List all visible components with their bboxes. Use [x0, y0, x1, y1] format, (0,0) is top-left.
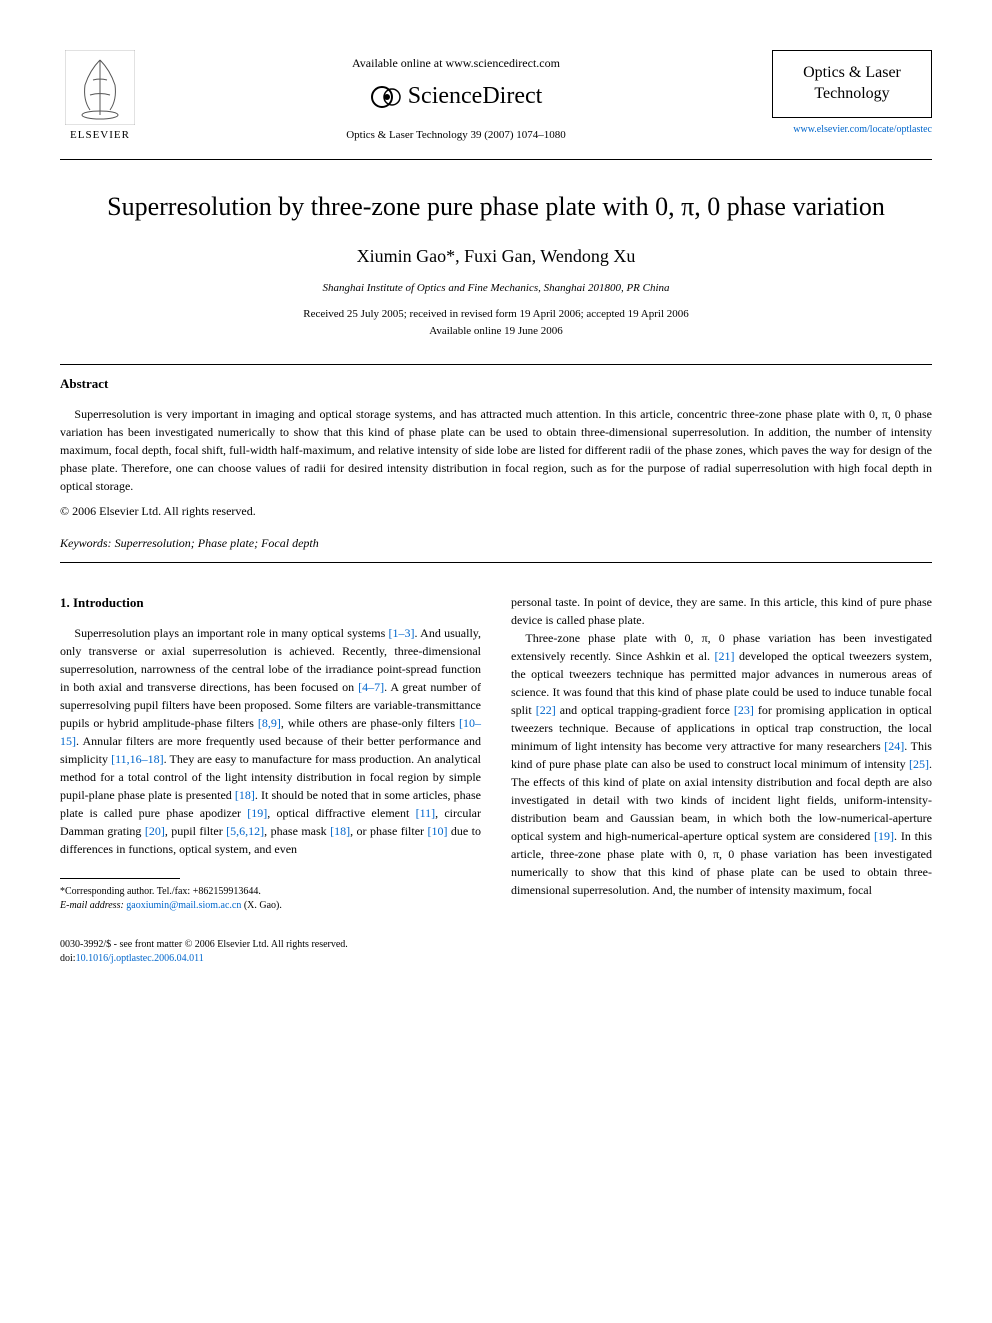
ref-link[interactable]: [10] [427, 824, 447, 838]
ref-link[interactable]: [18] [330, 824, 350, 838]
keywords: Keywords: Superresolution; Phase plate; … [60, 535, 932, 552]
article-title: Superresolution by three-zone pure phase… [60, 190, 932, 224]
ref-link[interactable]: [5,6,12] [226, 824, 264, 838]
corresponding-author-footnote: *Corresponding author. Tel./fax: +862159… [60, 885, 481, 899]
email-footnote: E-mail address: gaoxiumin@mail.siom.ac.c… [60, 899, 481, 913]
right-column: personal taste. In point of device, they… [511, 593, 932, 914]
keywords-text: Superresolution; Phase plate; Focal dept… [115, 536, 319, 550]
sciencedirect-text: ScienceDirect [408, 80, 543, 114]
doi-label: doi: [60, 953, 76, 964]
section-1-heading: 1. Introduction [60, 593, 481, 613]
ref-link[interactable]: [1–3] [389, 626, 415, 640]
doi-link[interactable]: 10.1016/j.optlastec.2006.04.011 [76, 953, 204, 964]
abstract-bottom-divider [60, 562, 932, 563]
ref-link[interactable]: [24] [884, 739, 904, 753]
ref-link[interactable]: [23] [734, 703, 754, 717]
copyright-text: © 2006 Elsevier Ltd. All rights reserved… [60, 503, 932, 520]
ref-link[interactable]: [19] [874, 829, 894, 843]
journal-box-container: Optics & Laser Technology www.elsevier.c… [772, 50, 932, 137]
ref-link[interactable]: [20] [145, 824, 165, 838]
ref-link[interactable]: [18] [235, 788, 255, 802]
ref-link[interactable]: [19] [247, 806, 267, 820]
email-label: E-mail address: [60, 900, 124, 911]
elsevier-tree-icon [65, 50, 135, 125]
intro-paragraph-2: Three-zone phase plate with 0, π, 0 phas… [511, 629, 932, 899]
email-suffix: (X. Gao). [244, 900, 282, 911]
ref-link[interactable]: [21] [715, 649, 735, 663]
ref-link[interactable]: [8,9] [258, 716, 281, 730]
intro-paragraph-1-continued: personal taste. In point of device, they… [511, 593, 932, 629]
journal-name-line1: Optics & Laser [787, 63, 917, 84]
journal-title-box: Optics & Laser Technology [772, 50, 932, 118]
header-divider [60, 159, 932, 160]
affiliation: Shanghai Institute of Optics and Fine Me… [60, 281, 932, 296]
ref-link[interactable]: [11,16–18] [111, 752, 164, 766]
ref-link[interactable]: [25] [909, 757, 929, 771]
sciencedirect-icon [370, 81, 402, 113]
abstract-top-divider [60, 364, 932, 365]
doi-line: doi:10.1016/j.optlastec.2006.04.011 [60, 952, 348, 966]
elsevier-label: ELSEVIER [70, 128, 130, 143]
dates-available: Available online 19 June 2006 [60, 323, 932, 340]
sciencedirect-logo: ScienceDirect [140, 80, 772, 114]
article-dates: Received 25 July 2005; received in revis… [60, 306, 932, 339]
ref-link[interactable]: [11] [416, 806, 436, 820]
journal-url-link[interactable]: www.elsevier.com/locate/optlastec [772, 123, 932, 137]
issn-text: 0030-3992/$ - see front matter © 2006 El… [60, 938, 348, 952]
ref-link[interactable]: [22] [536, 703, 556, 717]
center-header: Available online at www.sciencedirect.co… [140, 50, 772, 144]
footer-left: 0030-3992/$ - see front matter © 2006 El… [60, 938, 348, 966]
left-column: 1. Introduction Superresolution plays an… [60, 593, 481, 914]
ref-link[interactable]: [4–7] [358, 680, 384, 694]
available-online-text: Available online at www.sciencedirect.co… [140, 55, 772, 72]
email-link[interactable]: gaoxiumin@mail.siom.ac.cn [126, 900, 241, 911]
footnote-divider [60, 878, 180, 879]
journal-reference: Optics & Laser Technology 39 (2007) 1074… [140, 128, 772, 143]
journal-name-line2: Technology [787, 84, 917, 105]
elsevier-logo: ELSEVIER [60, 50, 140, 143]
dates-received: Received 25 July 2005; received in revis… [60, 306, 932, 323]
authors-list: Xiumin Gao*, Fuxi Gan, Wendong Xu [60, 244, 932, 269]
keywords-label: Keywords: [60, 536, 112, 550]
intro-paragraph-1: Superresolution plays an important role … [60, 624, 481, 858]
page-header: ELSEVIER Available online at www.science… [60, 50, 932, 144]
body-columns: 1. Introduction Superresolution plays an… [60, 593, 932, 914]
abstract-heading: Abstract [60, 375, 932, 393]
page-footer: 0030-3992/$ - see front matter © 2006 El… [60, 938, 932, 966]
abstract-text: Superresolution is very important in ima… [60, 405, 932, 495]
